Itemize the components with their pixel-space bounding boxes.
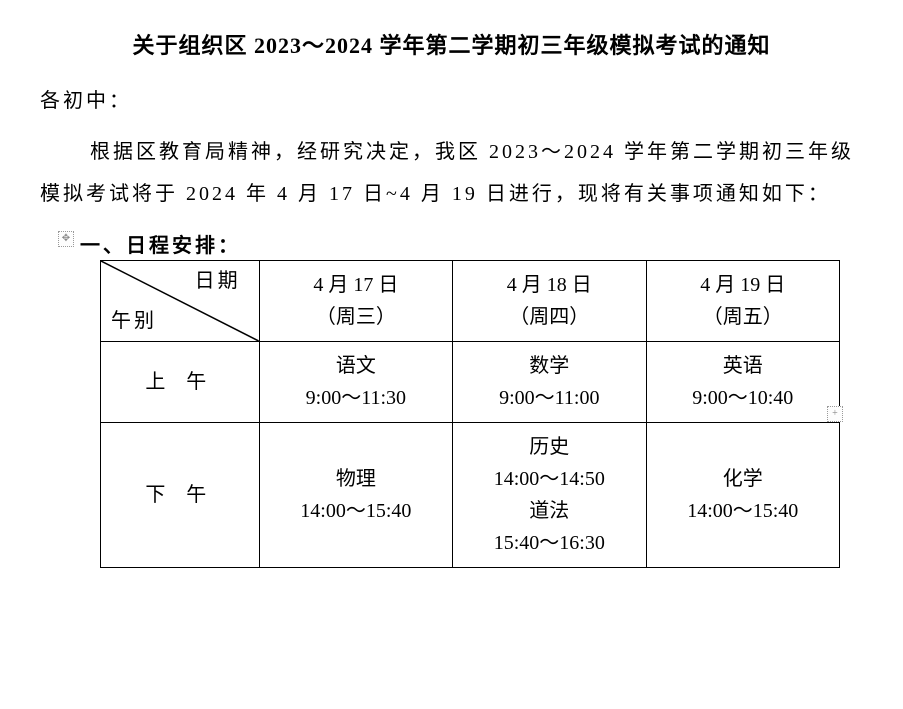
time: 9:00～11:00 — [459, 382, 639, 414]
diag-bottom-label: 午别 — [111, 305, 157, 337]
subject: 道法 — [459, 495, 639, 527]
weekday-1: （周三） — [266, 301, 446, 333]
section-heading: 一、日程安排： — [80, 235, 241, 257]
subject: 英语 — [653, 350, 833, 382]
date-3: 4 月 19 日 — [653, 269, 833, 301]
table-move-handle-icon: ✥ — [58, 231, 74, 247]
subject: 数学 — [459, 350, 639, 382]
table-resize-handle-icon: + — [827, 406, 843, 422]
table-row-morning: 上 午 语文 9:00～11:30 数学 9:00～11:00 英语 9:00～… — [101, 342, 840, 423]
cell-afternoon-1: 物理 14:00～15:40 — [259, 423, 452, 568]
weekday-3: （周五） — [653, 301, 833, 333]
date-2: 4 月 18 日 — [459, 269, 639, 301]
cell-afternoon-3: 化学 14:00～15:40 — [646, 423, 839, 568]
diag-top-label: 日期 — [195, 265, 241, 297]
time: 14:00～15:40 — [653, 495, 833, 527]
section-heading-wrap: ✥ 一、日程安排： — [80, 229, 863, 258]
cell-afternoon-2: 历史 14:00～14:50 道法 15:40～16:30 — [453, 423, 646, 568]
time: 14:00～15:40 — [266, 495, 446, 527]
subject: 历史 — [459, 431, 639, 463]
body-paragraph: 根据区教育局精神，经研究决定，我区 2023～2024 学年第二学期初三年级模拟… — [40, 131, 863, 215]
page-title: 关于组织区 2023～2024 学年第二学期初三年级模拟考试的通知 — [40, 28, 863, 60]
cell-morning-3: 英语 9:00～10:40 — [646, 342, 839, 423]
table-header-row: 日期 午别 4 月 17 日 （周三） 4 月 18 日 （周四） 4 月 19… — [101, 261, 840, 342]
time: 15:40～16:30 — [459, 527, 639, 559]
cell-morning-1: 语文 9:00～11:30 — [259, 342, 452, 423]
diagonal-header-cell: 日期 午别 — [101, 261, 260, 342]
time: 9:00～10:40 — [653, 382, 833, 414]
date-header-2: 4 月 18 日 （周四） — [453, 261, 646, 342]
date-header-1: 4 月 17 日 （周三） — [259, 261, 452, 342]
row-label-afternoon: 下 午 — [101, 423, 260, 568]
schedule-table-wrap: 日期 午别 4 月 17 日 （周三） 4 月 18 日 （周四） 4 月 19… — [100, 260, 823, 568]
time: 9:00～11:30 — [266, 382, 446, 414]
greeting-line: 各初中： — [40, 84, 863, 113]
table-row-afternoon: 下 午 物理 14:00～15:40 历史 14:00～14:50 道法 15:… — [101, 423, 840, 568]
subject: 语文 — [266, 350, 446, 382]
date-1: 4 月 17 日 — [266, 269, 446, 301]
date-header-3: 4 月 19 日 （周五） — [646, 261, 839, 342]
weekday-2: （周四） — [459, 301, 639, 333]
schedule-table: 日期 午别 4 月 17 日 （周三） 4 月 18 日 （周四） 4 月 19… — [100, 260, 840, 568]
cell-morning-2: 数学 9:00～11:00 — [453, 342, 646, 423]
time: 14:00～14:50 — [459, 463, 639, 495]
subject: 物理 — [266, 463, 446, 495]
subject: 化学 — [653, 463, 833, 495]
row-label-morning: 上 午 — [101, 342, 260, 423]
